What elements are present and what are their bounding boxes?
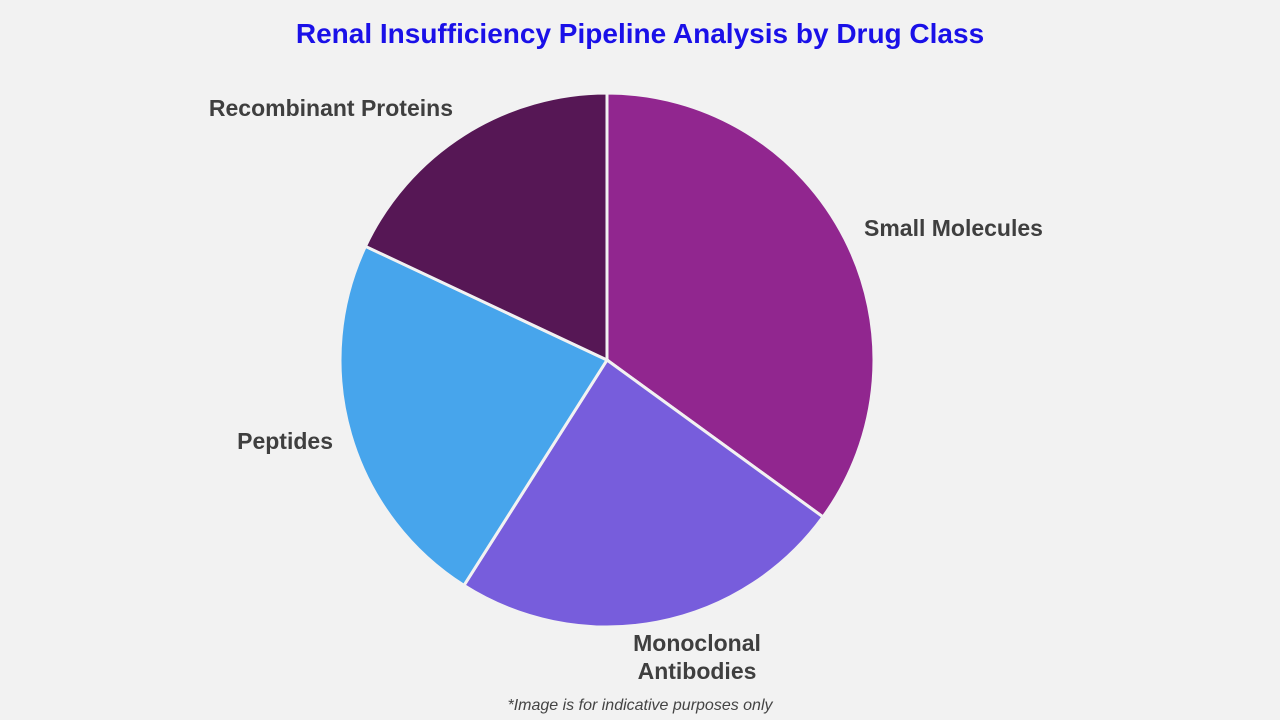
- slice-label: Small Molecules: [864, 215, 1043, 241]
- pie-slice-peptides: [338, 244, 610, 588]
- pie-slice-monoclonal-antibodies: [461, 357, 826, 629]
- chart-title: Renal Insufficiency Pipeline Analysis by…: [295, 18, 985, 49]
- pie-slice-small-molecules: [605, 91, 876, 520]
- slice-label: Recombinant Proteins: [209, 95, 453, 121]
- slice-label: Peptides: [237, 428, 333, 454]
- footnote: *Image is for indicative purposes only: [507, 697, 773, 714]
- pie-slice-recombinant-proteins: [363, 91, 609, 363]
- slice-label: Monoclonal Antibodies: [633, 630, 761, 684]
